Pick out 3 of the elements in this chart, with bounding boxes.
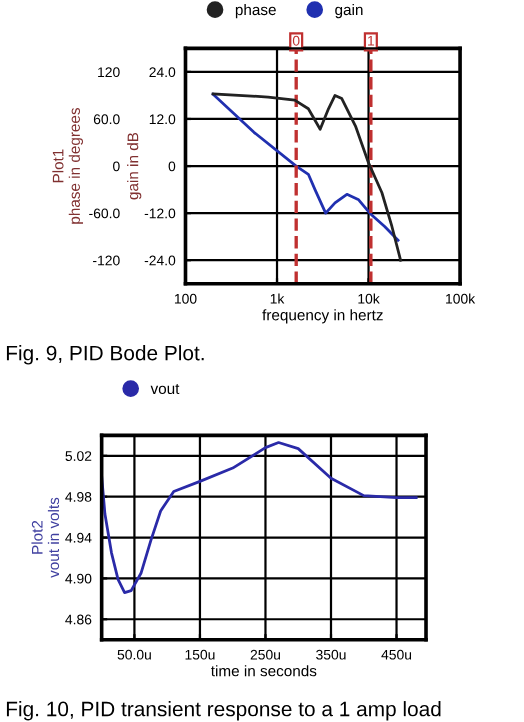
caption: Fig. 10, PID transient response to a 1 amp load: [6, 701, 441, 721]
caption: Fig. 9, PID Bode Plot.: [6, 345, 204, 365]
line-series: [100, 441, 418, 595]
